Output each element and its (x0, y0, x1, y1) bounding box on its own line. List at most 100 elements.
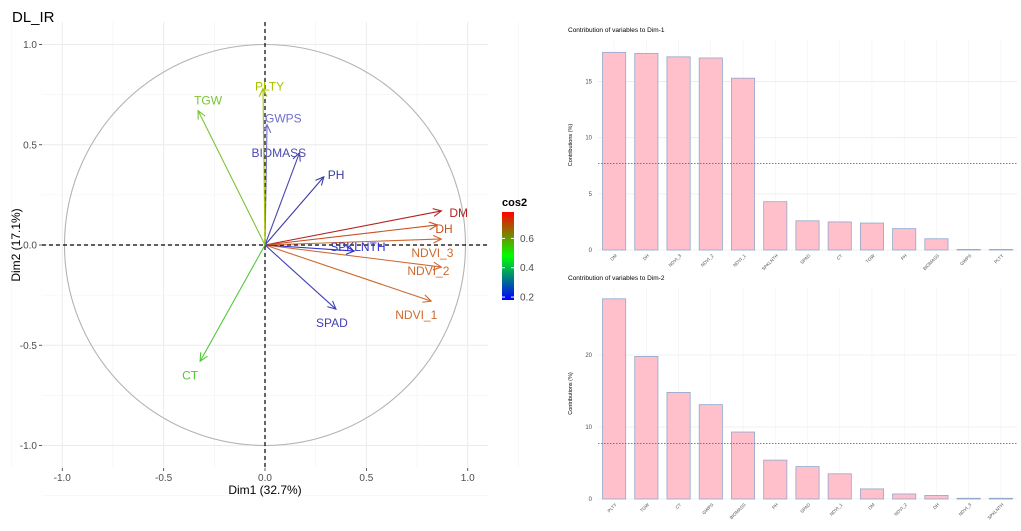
bar-ph (763, 459, 788, 500)
bar-dm (859, 488, 884, 500)
bar-ndvi_3 (956, 497, 981, 500)
variable-label-ndvi_2: NDVI_2 (407, 264, 449, 278)
legend-title: cos2 (502, 197, 527, 209)
y-tick-label: 0.5 (23, 140, 37, 151)
bar-spad (795, 466, 820, 500)
arrow-tgw (197, 110, 266, 246)
bar-y-axis-label: Contributions (%) (568, 124, 574, 167)
bar-category-label: TGW (639, 502, 650, 513)
dim1-contribution-chart: Contribution of variables to Dim-1 Contri… (568, 27, 1017, 271)
y-tick-label: 1.0 (23, 40, 37, 51)
bar-category-label: TGW (865, 253, 876, 264)
pca-tick-labels: -1.0 -0.5 0.0 0.5 1.0 -1.0 -0.5 0.0 0.5 1.0 (20, 40, 475, 484)
bar-ndvi_2 (892, 493, 917, 500)
arrowhead-gwps (262, 123, 272, 134)
bar-plty (602, 298, 627, 500)
arrowhead-ct (199, 352, 208, 363)
variable-arrows: DM DH NDVI_3 NDVI_2 NDVI_1 SPKLNTH SPAD PH BIOMA… (182, 80, 468, 383)
arrow-gwps (264, 124, 268, 246)
legend-ticks: 0.2 0.4 0.6 (502, 234, 534, 304)
bar-biomass (924, 238, 949, 251)
y-tick-label: 0.0 (23, 241, 37, 252)
arrow-ph (264, 176, 325, 246)
bar-category-label: DM (867, 502, 876, 511)
bar-category-label: PH (900, 253, 908, 261)
bar-category-label: PH (771, 502, 779, 510)
variable-label-ndvi_1: NDVI_1 (395, 308, 437, 322)
bar-dh (924, 494, 949, 500)
arrowhead-biomass (292, 151, 301, 162)
bar-category-label: NDVI_1 (732, 253, 747, 268)
bar-y-tick-label: 0 (589, 248, 593, 254)
bar-y-axis-label: Contributions (%) (568, 372, 574, 415)
x-tick-label: -1.0 (54, 473, 72, 484)
arrowhead-ndvi_2 (432, 261, 443, 271)
legend-tick-label: 0.6 (520, 234, 534, 245)
arrowhead-tgw (197, 109, 206, 120)
dim2-contribution-chart: Contribution of variables to Dim-2 Contri… (568, 275, 1017, 520)
variable-label-ndvi_3: NDVI_3 (411, 246, 453, 260)
bar-ndvi_3 (666, 56, 691, 251)
arrowhead-spklnth (345, 246, 356, 255)
pca-variable-plot: DM DH NDVI_3 NDVI_2 NDVI_1 SPKLNTH SPAD PH BIOMA… (9, 22, 534, 497)
bar-category-label: DH (642, 253, 650, 261)
legend-tick-label: 0.4 (520, 263, 534, 274)
arrow-dm (264, 210, 442, 246)
bar-category-label: BIOMASS (922, 253, 940, 271)
bar-plty (988, 249, 1013, 251)
arrow-biomass (264, 152, 300, 246)
arrow-plty (262, 88, 266, 246)
x-tick-label: 0.0 (258, 473, 272, 484)
bar-spad (795, 220, 820, 251)
bar-category-label: GWPS (701, 502, 714, 515)
bar-tgw (634, 356, 659, 500)
arrowhead-ndvi_1 (422, 294, 433, 303)
y-tick-label: -1.0 (20, 441, 38, 452)
bar-dh (634, 53, 659, 251)
arrow-spklnth (264, 244, 355, 252)
variable-label-dh: DH (435, 222, 452, 236)
bar-category-label: DH (932, 502, 940, 510)
arrow-ndvi_2 (264, 244, 442, 268)
variable-label-biomass: BIOMASS (251, 146, 306, 160)
bar-y-tick-label: 10 (585, 136, 592, 142)
variable-label-dm: DM (449, 206, 468, 220)
y-tick-label: -0.5 (20, 341, 38, 352)
bar-category-label: CT (836, 253, 844, 261)
bar-dm (602, 51, 627, 251)
arrowhead-ph (315, 175, 325, 186)
figure-title: DL_IR (12, 9, 55, 26)
bar-category-label: PLTY (993, 253, 1004, 264)
arrow-ndvi_3 (264, 238, 442, 246)
arrowhead-spad (327, 300, 337, 311)
legend-color-bar (502, 212, 514, 300)
x-tick-label: 1.0 (461, 473, 475, 484)
arrow-dh (264, 224, 438, 246)
bar-category-label: NDVI_1 (829, 502, 844, 517)
bar-category-label: GWPS (959, 253, 972, 266)
bar-gwps (698, 404, 723, 500)
bar-ph (892, 228, 917, 251)
bar-y-tick-label: 10 (585, 425, 592, 431)
legend-tick-label: 0.2 (520, 293, 534, 304)
bar-chart-title: Contribution of variables to Dim-2 (568, 275, 665, 282)
bar-category-label: SPAD (799, 253, 811, 265)
arrow-ndvi_1 (264, 244, 432, 302)
bar-ct (666, 392, 691, 500)
variable-label-ct: CT (182, 368, 199, 382)
bar-ndvi_1 (827, 473, 852, 500)
cos2-legend: cos2 0.2 0.4 0.6 (502, 197, 534, 304)
bar-spklnth (763, 201, 788, 251)
bar-category-label: NDVI_2 (893, 502, 908, 517)
bar-category-label: BIOMASS (729, 502, 747, 520)
bar-biomass (731, 431, 756, 500)
bar-spklnth (988, 497, 1013, 500)
bar-category-label: PLTY (607, 502, 618, 513)
variable-label-tgw: TGW (194, 94, 223, 108)
bar-tgw (859, 222, 884, 251)
variable-label-gwps: GWPS (265, 112, 302, 126)
variable-label-spklnth: SPKLNTH (330, 240, 385, 254)
x-tick-label: 0.5 (359, 473, 373, 484)
arrowhead-dh (428, 221, 439, 231)
